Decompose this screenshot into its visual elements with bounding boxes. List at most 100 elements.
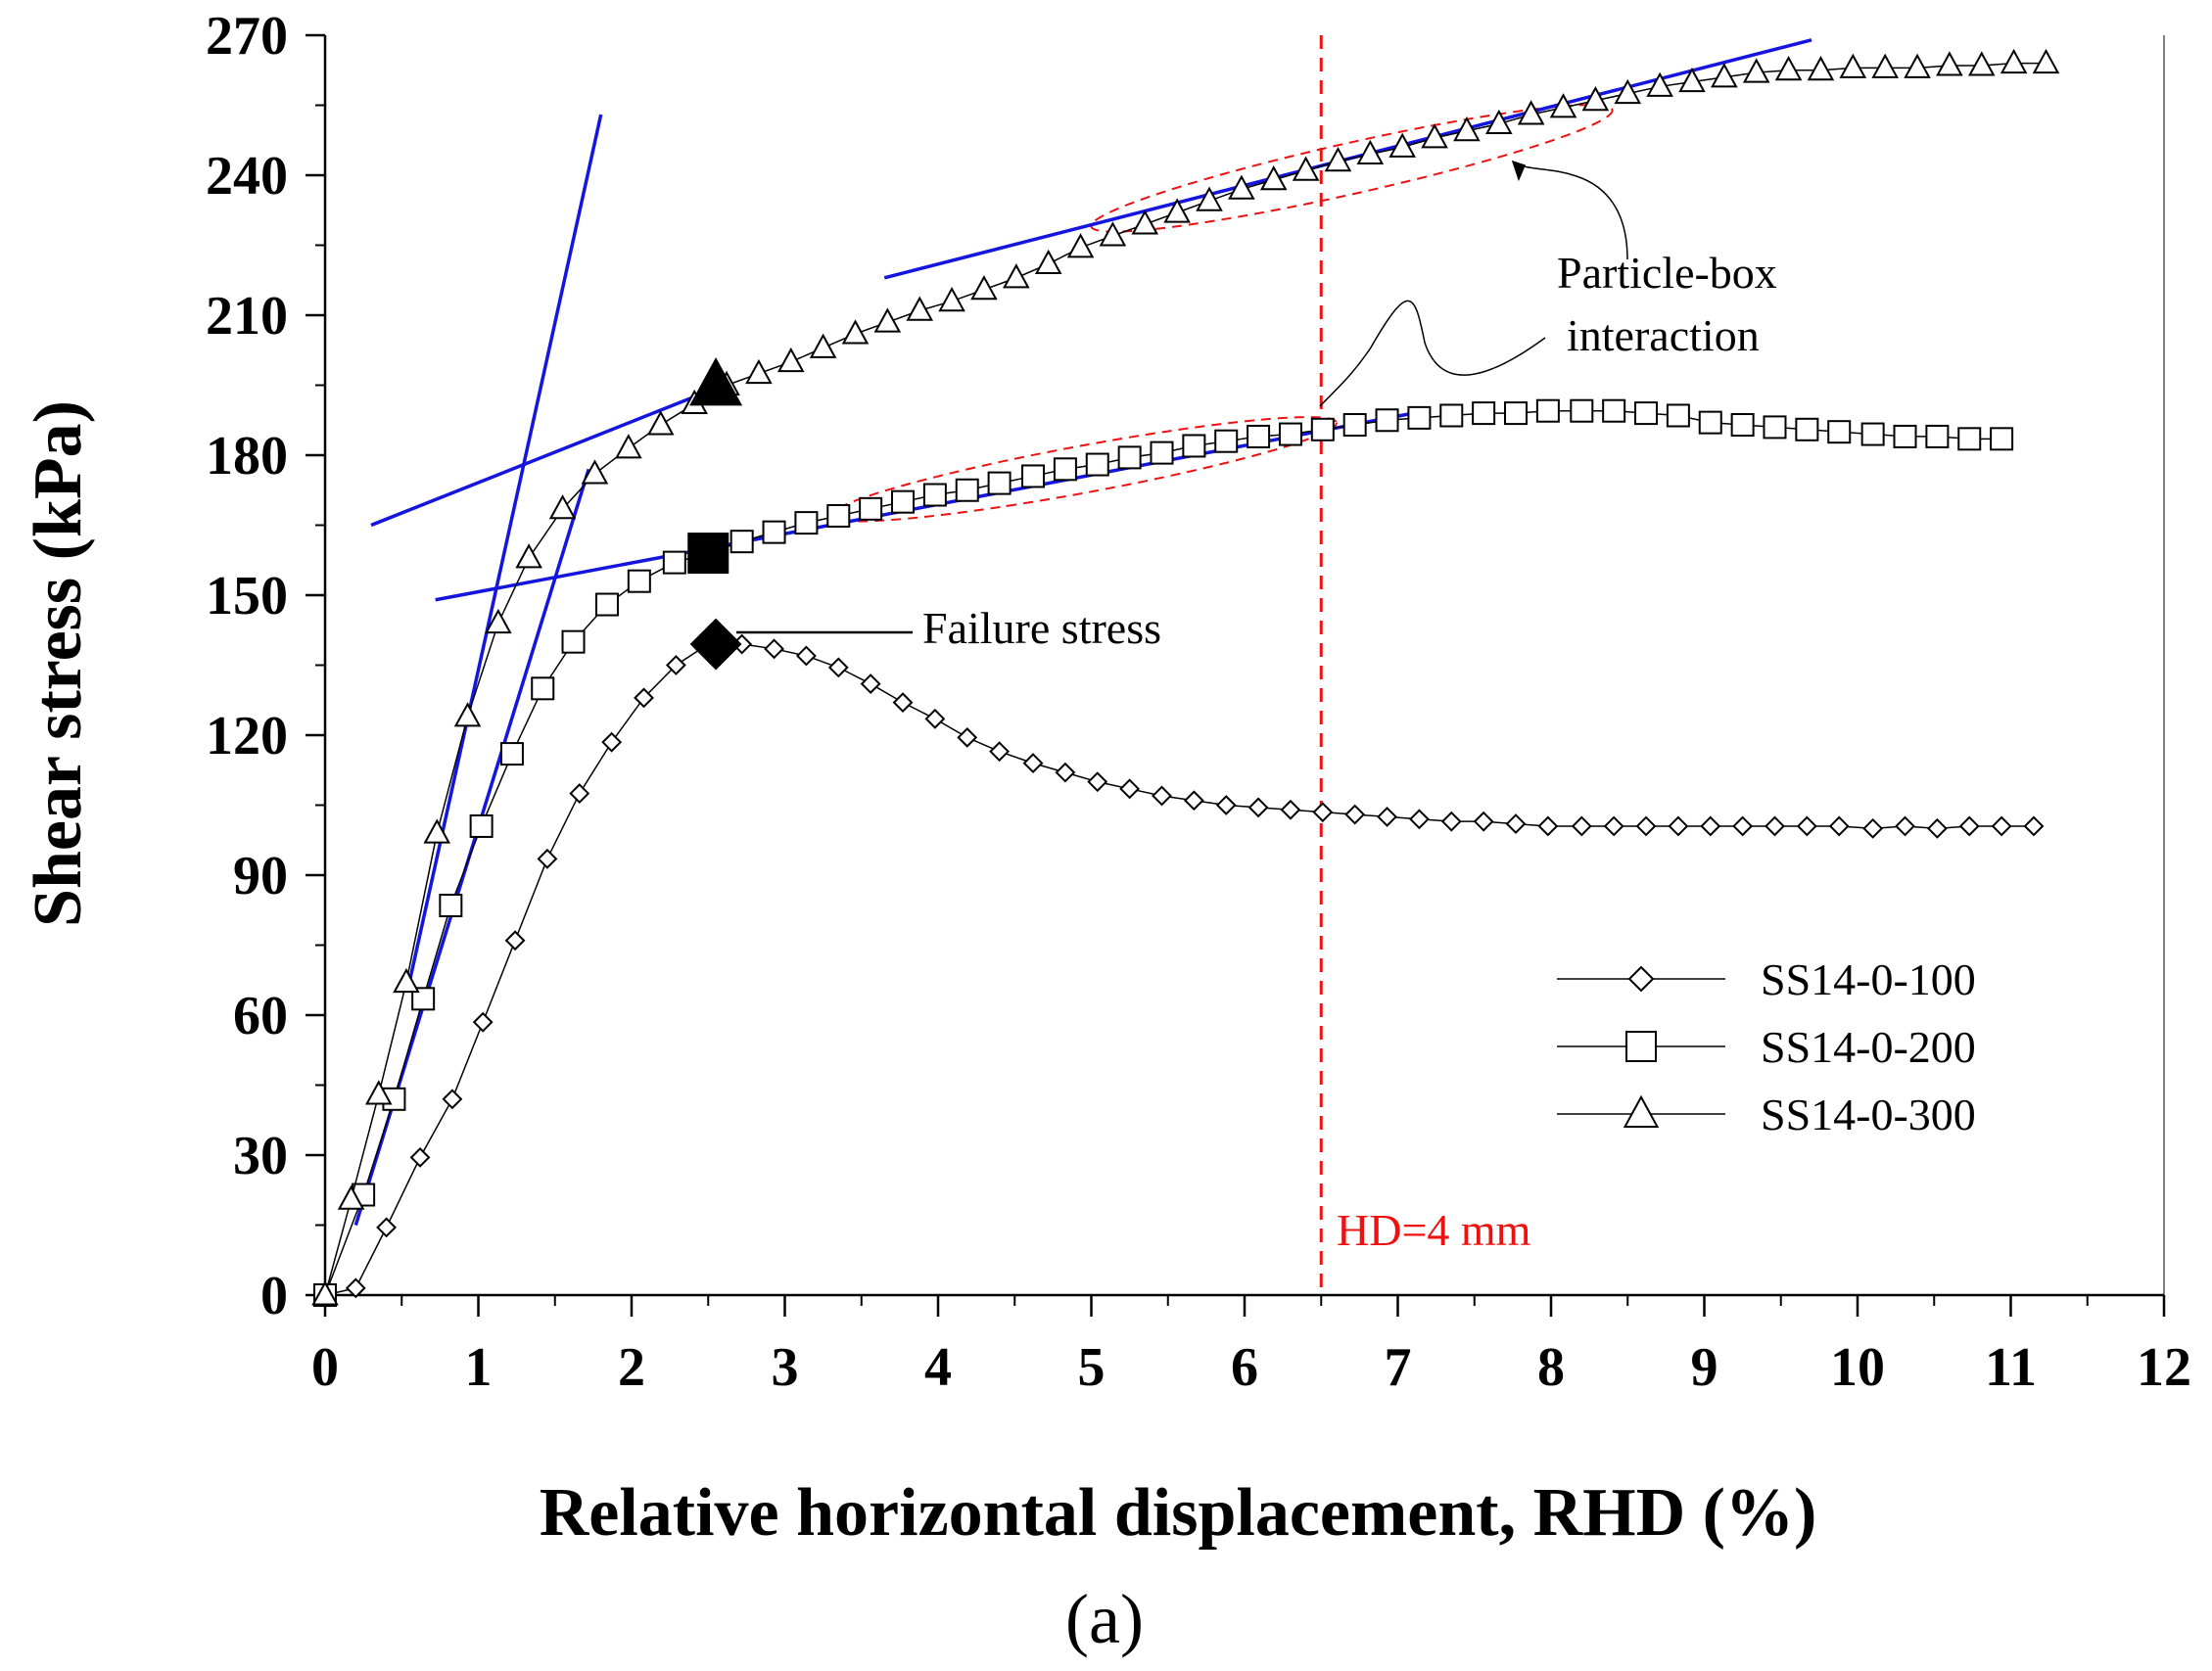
data-point-ss14-0-100	[537, 848, 558, 869]
y-tick-label: 90	[233, 846, 288, 906]
data-point-ss14-0-100	[1796, 815, 1817, 837]
data-point-ss14-0-300	[1196, 186, 1223, 211]
data-point-ss14-0-200	[1990, 427, 2014, 451]
data-point-ss14-0-100	[409, 1146, 431, 1168]
data-point-ss14-0-100	[1119, 778, 1141, 800]
ellipse-upper	[1090, 104, 1614, 233]
data-point-ss14-0-300	[337, 1184, 365, 1210]
data-point-ss14-0-300	[1066, 233, 1095, 258]
x-tick-label: 0	[311, 1337, 339, 1398]
data-point-ss14-0-300	[1904, 53, 1931, 78]
y-tick-label: 60	[233, 986, 288, 1046]
data-point-ss14-0-200	[662, 550, 686, 575]
x-tick-label: 11	[1985, 1337, 2037, 1398]
x-tick-label: 8	[1537, 1337, 1565, 1398]
x-tick-label: 2	[618, 1337, 645, 1398]
y-tick-label: 30	[233, 1126, 288, 1186]
y-tick-label: 0	[260, 1266, 288, 1326]
data-point-ss14-0-100	[1700, 815, 1721, 837]
data-point-ss14-0-300	[485, 608, 512, 634]
data-point-ss14-0-300	[1388, 132, 1416, 158]
y-tick-label: 240	[206, 146, 288, 207]
data-point-ss14-0-100	[1183, 790, 1204, 812]
y-tick-label: 180	[206, 426, 288, 487]
data-point-ss14-0-300	[809, 333, 837, 358]
data-point-ss14-0-100	[472, 1011, 494, 1033]
data-point-ss14-0-300	[2000, 48, 2028, 74]
data-point-ss14-0-300	[906, 296, 934, 321]
data-point-ss14-0-200	[1893, 424, 1917, 448]
data-point-ss14-0-100	[1505, 813, 1527, 834]
x-tick-label: 10	[1830, 1337, 1885, 1398]
data-point-ss14-0-200	[1795, 417, 1819, 441]
data-point-ss14-0-200	[891, 489, 916, 514]
data-point-ss14-0-200	[1860, 422, 1885, 446]
data-point-ss14-0-300	[1421, 123, 1448, 149]
data-point-ss14-0-100	[957, 726, 978, 748]
data-point-ss14-0-200	[1634, 401, 1659, 426]
legend: SS14-0-100 SS14-0-200 SS14-0-300	[1557, 954, 1976, 1139]
data-point-ss14-0-100	[1991, 815, 2012, 837]
failure-point-ss14-0-300	[689, 356, 743, 406]
data-point-ss14-0-100	[795, 645, 817, 667]
fit-line-0	[407, 114, 603, 984]
fit-line-2	[370, 383, 725, 528]
data-point-ss14-0-200	[499, 742, 524, 766]
series-line-ss14-0-200	[324, 409, 2002, 1296]
data-point-ss14-0-300	[1742, 58, 1770, 83]
data-point-ss14-0-200	[1504, 401, 1529, 426]
data-point-ss14-0-100	[1152, 785, 1172, 807]
data-point-ss14-0-200	[826, 503, 851, 528]
y-tick-label: 270	[206, 6, 288, 67]
data-point-ss14-0-200	[627, 569, 651, 593]
data-point-ss14-0-100	[1926, 817, 1948, 839]
data-point-ss14-0-300	[970, 275, 998, 301]
particle-box-leader-upper	[1512, 161, 1628, 260]
data-point-ss14-0-200	[794, 511, 819, 535]
data-point-ss14-0-200	[411, 987, 436, 1011]
data-point-ss14-0-100	[601, 731, 623, 753]
data-point-ss14-0-200	[1570, 398, 1594, 423]
x-tick-label: 3	[772, 1337, 799, 1398]
series-group	[311, 48, 2060, 1307]
data-point-ss14-0-200	[922, 483, 947, 507]
data-point-ss14-0-300	[1163, 198, 1191, 223]
data-point-ss14-0-300	[515, 543, 542, 569]
data-point-ss14-0-300	[1259, 165, 1288, 191]
data-point-ss14-0-200	[1278, 422, 1302, 446]
y-tick-label: 210	[206, 286, 288, 347]
data-point-ss14-0-200	[1827, 420, 1852, 444]
legend-label-ss14-0-100: SS14-0-100	[1761, 954, 1976, 1004]
hd-line-label: HD=4 mm	[1337, 1205, 1531, 1255]
data-point-ss14-0-300	[1774, 56, 1803, 81]
data-point-ss14-0-200	[1021, 464, 1046, 488]
data-point-ss14-0-200	[1472, 401, 1496, 426]
particle-box-label-line2: interaction	[1567, 310, 1760, 360]
data-point-ss14-0-200	[1439, 403, 1464, 428]
ellipse-lower	[829, 416, 1338, 523]
x-tick-label: 9	[1691, 1337, 1718, 1398]
data-point-ss14-0-100	[1022, 753, 1044, 774]
data-point-ss14-0-100	[442, 1089, 463, 1110]
legend-marker-ss14-0-200	[1625, 1031, 1657, 1062]
data-point-ss14-0-200	[1117, 445, 1142, 470]
data-point-ss14-0-100	[1408, 809, 1430, 830]
data-point-ss14-0-300	[1131, 209, 1159, 235]
data-point-ss14-0-200	[1602, 398, 1626, 423]
data-point-ss14-0-100	[1732, 815, 1754, 837]
data-point-ss14-0-200	[1247, 424, 1271, 448]
legend-marker-ss14-0-100	[1627, 965, 1655, 993]
data-point-ss14-0-100	[1765, 815, 1785, 837]
data-point-ss14-0-300	[1453, 116, 1481, 142]
data-point-ss14-0-200	[1535, 398, 1560, 423]
data-point-ss14-0-100	[1440, 811, 1462, 832]
data-point-ss14-0-200	[762, 520, 786, 544]
data-point-ss14-0-100	[1668, 815, 1689, 837]
data-point-ss14-0-200	[1407, 405, 1432, 430]
data-point-ss14-0-200	[1182, 434, 1206, 458]
annotations: Failure stress Particle-box interaction …	[736, 160, 1777, 1255]
data-point-ss14-0-100	[827, 657, 849, 678]
data-point-ss14-0-300	[841, 319, 870, 345]
data-point-ss14-0-200	[1375, 408, 1399, 433]
